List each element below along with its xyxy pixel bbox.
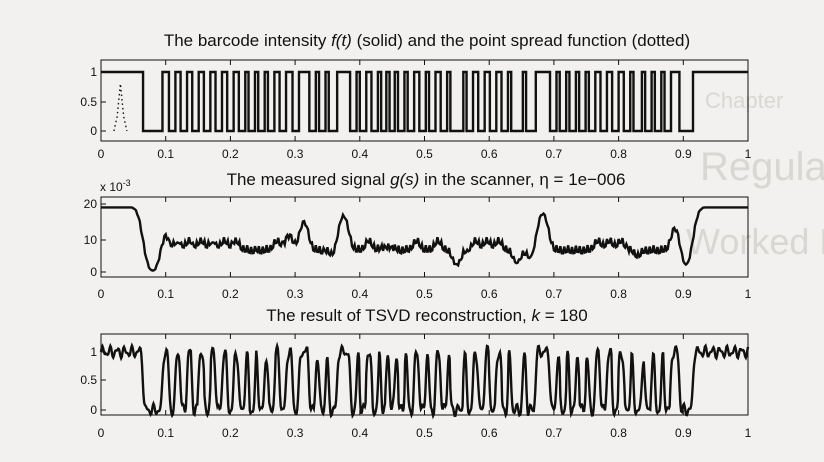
panel-2-y-multiplier: x 10-3 [100,178,131,194]
y-tick-label: 1 [90,345,97,359]
x-tick-label: 0.7 [546,287,563,301]
panel-2-axes-box [100,196,749,278]
barcode-solid-line [101,70,748,133]
x-tick-label: 0.9 [675,426,692,440]
y-tick-label: 20 [84,197,98,211]
x-tick-label: 1 [745,287,752,301]
y-tick-label: 0.5 [80,373,97,387]
panel-3-y-labels: 00.51 [80,345,97,417]
y-tick-label: 1 [90,65,97,79]
x-tick-label: 0.8 [610,426,627,440]
panel-2-y-labels: 0 10 20 [84,197,98,279]
x-tick-label: 0.2 [222,426,239,440]
y-tick-label: 0 [90,124,97,138]
x-tick-label: 0.5 [416,147,433,161]
x-tick-label: 0.6 [481,426,498,440]
panel-tsvd: The result of TSVD reconstruction, k = 1… [80,306,751,440]
x-tick-label: 0.1 [157,287,174,301]
x-tick-label: 0.4 [351,426,368,440]
panel-3-x-labels: 0 0.1 0.2 0.3 0.4 0.5 0.6 0.7 0.8 0.9 1 [98,426,752,440]
ghost-regularization: Regularization [700,145,824,189]
x-tick-label: 0.4 [351,287,368,301]
panel-1-title: The barcode intensity f(t) (solid) and t… [164,31,690,50]
panel-2-x-labels: 0 0.1 0.2 0.3 0.4 0.5 0.6 0.7 0.8 0.9 1 [98,287,752,301]
y-tick-label: 10 [84,233,98,247]
y-tick-label: 0 [90,265,97,279]
x-tick-label: 0.7 [546,426,563,440]
x-tick-label: 0.6 [481,147,498,161]
tsvd-reconstruction-line [99,341,750,420]
x-tick-label: 0.3 [287,287,304,301]
x-tick-label: 0.3 [287,147,304,161]
y-tick-label: 0 [90,403,97,417]
x-tick-label: 0.9 [675,287,692,301]
y-tick-label: 0.5 [80,95,97,109]
ghost-chapter: Chapter [705,88,783,113]
x-tick-label: 0.2 [222,287,239,301]
panel-3-title: The result of TSVD reconstruction, k = 1… [266,306,587,325]
x-tick-label: 0.5 [416,426,433,440]
panel-1-x-labels: 0 0.1 0.2 0.3 0.4 0.5 0.6 0.7 0.8 0.9 1 [98,147,752,161]
x-tick-label: 0.4 [351,147,368,161]
x-tick-label: 1 [745,426,752,440]
x-tick-label: 0 [98,426,105,440]
x-tick-label: 0.1 [157,147,174,161]
panel-2-title: The measured signal g(s) in the scanner,… [227,170,626,189]
panel-2-ticks [100,197,749,277]
x-tick-label: 0 [98,287,105,301]
panel-1-ticks [100,60,749,141]
x-tick-label: 0.9 [675,147,692,161]
x-tick-label: 0.6 [481,287,498,301]
x-tick-label: 0.8 [610,287,627,301]
panel-barcode: The barcode intensity f(t) (solid) and t… [80,31,751,161]
x-tick-label: 0.8 [610,147,627,161]
measured-signal-line [101,206,748,272]
panel-1-y-labels: 00.51 [80,65,97,138]
x-tick-label: 1 [745,147,752,161]
x-tick-label: 0.3 [287,426,304,440]
x-tick-label: 0.5 [416,287,433,301]
x-tick-label: 0.2 [222,147,239,161]
x-tick-label: 0 [98,147,105,161]
x-tick-label: 0.1 [157,426,174,440]
panel-measured-signal: x 10-3 The measured signal g(s) in the s… [84,170,752,301]
x-tick-label: 0.7 [546,147,563,161]
psf-dotted-line [113,83,128,132]
ghost-worked-example: Worked Example [686,221,824,262]
